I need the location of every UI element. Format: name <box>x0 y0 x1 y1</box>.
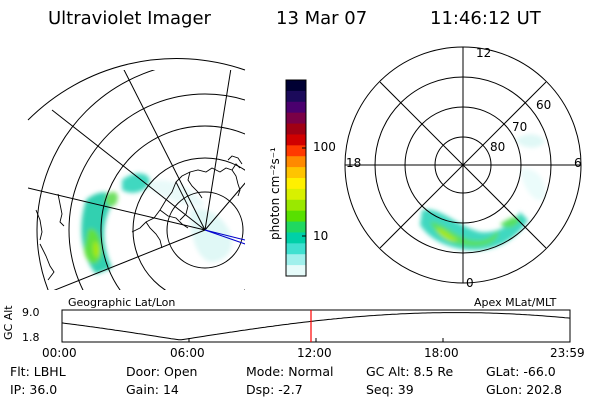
mlat-label-60: 60 <box>536 98 552 112</box>
mlt-label-12: 12 <box>476 46 492 60</box>
info-glon: GLon: 202.8 <box>486 382 562 397</box>
colorbar-cell <box>286 80 306 92</box>
colorbar-unit-label: photon cm⁻²s⁻¹ <box>268 147 282 240</box>
mlt-label-0: 0 <box>466 276 474 290</box>
colorbar-cell <box>286 210 306 223</box>
mlt-label-6: 6 <box>574 156 582 170</box>
info-glat: GLat: -66.0 <box>486 364 556 379</box>
right-aurora-emission <box>420 134 546 251</box>
info-door: Door: Open <box>126 364 198 379</box>
mlat-label-80: 80 <box>490 140 506 154</box>
info-dsp: Dsp: -2.7 <box>246 382 303 397</box>
polar-map <box>344 46 582 284</box>
colorbar-tick-100: 100 <box>313 140 336 154</box>
colorbar-cell <box>286 134 306 146</box>
info-ip: IP: 36.0 <box>10 382 58 397</box>
coastline <box>35 155 243 281</box>
timeline-ytick-high: 9.0 <box>22 306 40 319</box>
timeline-axis-title: GC Alt <box>2 305 15 340</box>
info-filter: Flt: LBHL <box>10 364 66 379</box>
colorbar-cell <box>286 265 306 277</box>
timeline-xtick-1800: 18:00 <box>424 346 459 360</box>
timeline-xtick-2359: 23:59 <box>550 346 585 360</box>
left-aurora-emission <box>81 173 232 274</box>
colorbar-frame <box>285 79 307 277</box>
mlt-label-18: 18 <box>346 156 362 170</box>
geographic-map <box>28 70 245 290</box>
colorbar-cell <box>286 123 306 135</box>
instrument-title: Ultraviolet Imager <box>48 8 211 29</box>
time-label: 11:46:12 UT <box>430 8 541 29</box>
timeline-xtick-1200: 12:00 <box>297 346 332 360</box>
colorbar-cell <box>286 232 306 244</box>
colorbar-cell <box>286 112 306 125</box>
colorbar-cell <box>286 101 306 114</box>
info-gain: Gain: 14 <box>126 382 179 397</box>
timeline-ytick-low: 1.8 <box>22 331 40 344</box>
colorbar-cell <box>286 167 306 179</box>
colorbar <box>285 79 307 277</box>
timeline-xtick-0000: 00:00 <box>42 346 77 360</box>
colorbar-tick-10: 10 <box>313 229 329 243</box>
colorbar-cell <box>286 145 306 157</box>
colorbar-cell <box>286 90 306 103</box>
date-label: 13 Mar 07 <box>276 8 368 29</box>
colorbar-cell <box>286 188 306 201</box>
colorbar-cell <box>286 221 306 233</box>
colorbar-cell <box>286 178 306 190</box>
mlat-label-70: 70 <box>512 120 528 134</box>
right-map-caption: Apex MLat/MLT <box>474 296 557 309</box>
colorbar-cell <box>286 156 306 168</box>
left-map-caption: Geographic Lat/Lon <box>68 296 176 309</box>
colorbar-cell <box>286 254 306 266</box>
colorbar-cell <box>286 243 306 255</box>
info-gc-alt: GC Alt: 8.5 Re <box>366 364 454 379</box>
info-seq: Seq: 39 <box>366 382 414 397</box>
colorbar-cell <box>286 199 306 212</box>
altitude-timeline <box>61 309 571 343</box>
info-mode: Mode: Normal <box>246 364 334 379</box>
timeline-xtick-0600: 06:00 <box>170 346 205 360</box>
